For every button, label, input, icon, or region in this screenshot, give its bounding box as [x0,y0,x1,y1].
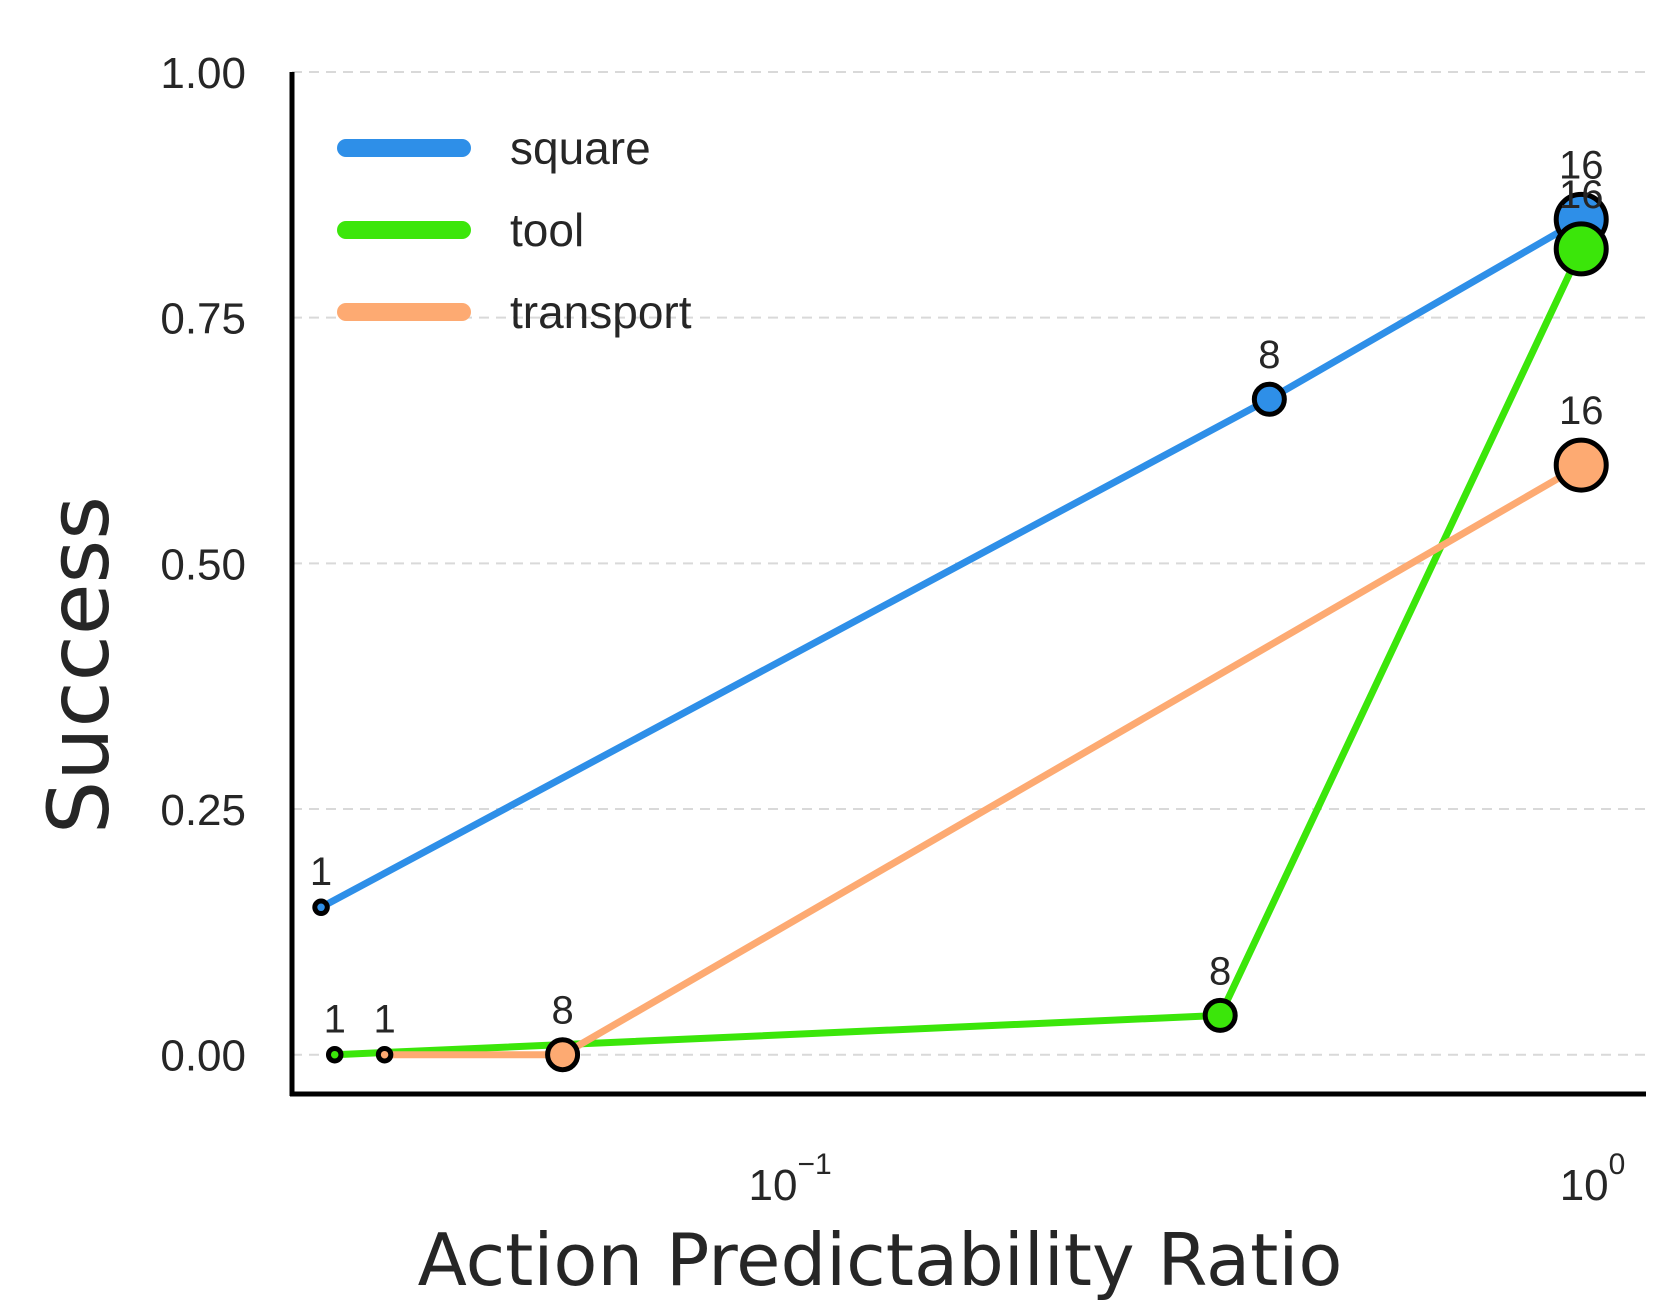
y-axis-title: Success [30,496,128,834]
x-tick-label: 10−1 [749,1148,832,1210]
point-labels: 1 8 16 1 8 16 1 8 16 [310,143,1604,1041]
data-label-transport: 16 [1559,389,1604,433]
data-label-tool: 8 [1209,949,1231,993]
data-point-square [312,898,330,917]
series-line-tool [331,245,1585,1059]
series-points [312,191,1609,1073]
data-label-square: 1 [310,850,332,894]
y-tick-label: 0.25 [160,786,246,835]
data-point-transport [545,1037,581,1073]
data-point-transport [1553,437,1609,493]
x-tick-labels: 10−1 100 [749,1148,1626,1210]
data-point-tool [1202,997,1238,1033]
data-label-square: 8 [1258,333,1280,377]
legend-label-tool: tool [510,204,584,256]
data-point-tool [1553,221,1609,277]
axes [289,72,1646,1097]
y-tick-label: 0.00 [160,1032,246,1081]
series-lines [317,215,1585,1059]
data-label-square: 16 [1559,143,1604,187]
x-axis-title: Action Predictability Ratio [418,1218,1343,1302]
data-point-transport [375,1045,394,1064]
data-point-tool [325,1045,344,1064]
x-tick-label: 100 [1560,1148,1626,1210]
y-tick-label: 0.50 [160,540,246,589]
data-label-transport: 1 [373,997,395,1041]
data-label-tool: 1 [324,997,346,1041]
data-point-square [1251,381,1287,417]
y-tick-label: 0.75 [160,295,246,344]
y-tick-label: 1.00 [160,49,246,98]
legend-label-square: square [510,122,651,174]
legend-label-transport: transport [510,286,692,338]
legend: square tool transport [337,122,692,338]
data-label-transport: 8 [551,989,573,1033]
data-label-tool: 16 [1559,173,1604,217]
y-tick-labels: 0.00 0.25 0.50 0.75 1.00 [160,49,246,1081]
